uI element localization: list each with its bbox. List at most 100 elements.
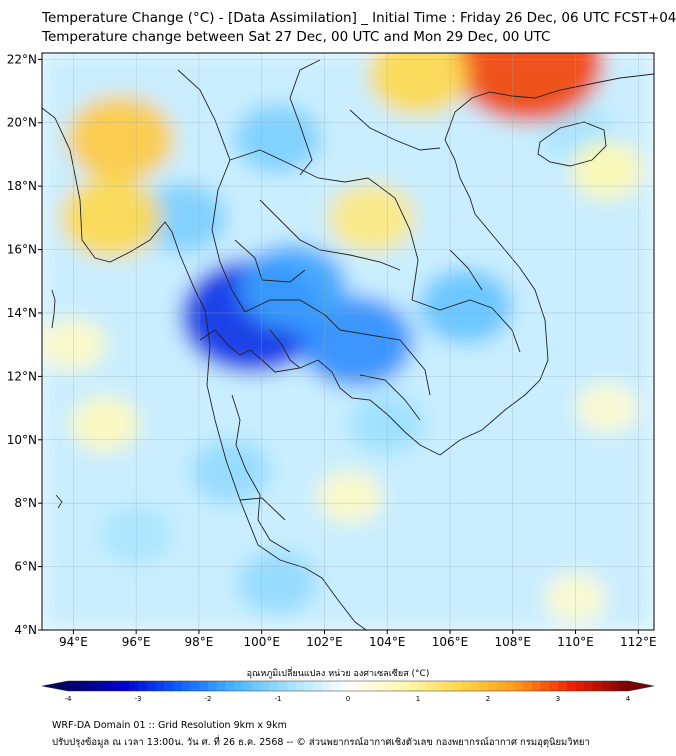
colorbar-segment	[383, 681, 393, 691]
y-tick-label: 10°N	[7, 433, 37, 447]
field-cell	[368, 53, 470, 116]
colorbar-segment	[409, 681, 419, 691]
colorbar-segment	[339, 681, 349, 691]
x-tick-label: 94°E	[59, 635, 88, 649]
colorbar-tick-label: -2	[205, 695, 212, 703]
colorbar-segment	[575, 681, 585, 691]
colorbar-segment	[216, 681, 226, 691]
footer-model-info: WRF-DA Domain 01 :: Grid Resolution 9km …	[52, 720, 287, 731]
colorbar-segment	[488, 681, 498, 691]
colorbar-segment	[321, 681, 331, 691]
colorbar-segment	[479, 681, 489, 691]
field-cell	[328, 183, 416, 253]
field-cell	[453, 53, 604, 123]
field-cell	[239, 244, 348, 331]
colorbar-segment	[146, 681, 156, 691]
colorbar-tick-label: 4	[626, 695, 631, 703]
colorbar-segment	[164, 681, 174, 691]
x-tick-label: 104°E	[369, 635, 406, 649]
field-cell	[316, 470, 383, 524]
y-tick-label: 22°N	[7, 52, 37, 66]
colorbar-segment	[566, 681, 576, 691]
x-tick-label: 112°E	[620, 635, 657, 649]
colorbar-segment	[120, 681, 130, 691]
colorbar-tick-label: -1	[275, 695, 282, 703]
colorbar-segment	[295, 681, 305, 691]
colorbar-segment	[461, 681, 471, 691]
colorbar-tick-label: -4	[65, 695, 73, 703]
colorbar-segment	[313, 681, 323, 691]
y-tick-label: 6°N	[14, 560, 37, 574]
x-axis-ticks: 94°E 96°E 98°E 100°E 102°E 104°E 106°E 108°E 110…	[59, 630, 657, 649]
colorbar-segment	[190, 681, 200, 691]
y-tick-label: 12°N	[7, 369, 37, 383]
colorbar-segment	[260, 681, 270, 691]
colorbar-segment	[304, 681, 314, 691]
colorbar-segment	[558, 681, 568, 691]
field-cell	[60, 177, 162, 259]
y-tick-label: 16°N	[7, 243, 37, 257]
field-cell	[237, 550, 318, 615]
colorbar-segment	[426, 681, 436, 691]
colorbar-segment	[68, 681, 78, 691]
y-tick-label: 8°N	[14, 496, 37, 510]
field-cell	[70, 396, 140, 452]
colorbar-segment	[234, 681, 244, 691]
colorbar-segment	[514, 681, 524, 691]
colorbar-tick-label: 0	[346, 695, 350, 703]
colorbar-segment	[286, 681, 296, 691]
colorbar-segment	[549, 681, 559, 691]
colorbar-segment	[435, 681, 445, 691]
colorbar-tick-label: 3	[556, 695, 560, 703]
colorbar-segment	[181, 681, 191, 691]
colorbar-segment	[138, 681, 148, 691]
chart-subtitle: Temperature change between Sat 27 Dec, 0…	[42, 29, 551, 45]
x-tick-label: 98°E	[184, 635, 213, 649]
y-tick-label: 18°N	[7, 179, 37, 193]
colorbar-segment	[155, 681, 165, 691]
colorbar-segment	[496, 681, 506, 691]
colorbar-segment	[601, 681, 611, 691]
colorbar-segment	[619, 681, 629, 691]
colorbar-segment	[76, 681, 86, 691]
field-cell	[139, 183, 227, 253]
chart-title: Temperature Change (°C) - [Data Assimila…	[42, 10, 676, 26]
colorbar-segment	[400, 681, 410, 691]
colorbar-segment	[251, 681, 261, 691]
field-cell	[42, 318, 107, 372]
field-cell	[418, 269, 513, 345]
colorbar-segment	[103, 681, 113, 691]
colorbar-max-arrow	[628, 681, 654, 691]
colorbar-segment	[365, 681, 375, 691]
colorbar-segment	[269, 681, 279, 691]
colorbar-segment	[540, 681, 550, 691]
footer-credit: ปรับปรุงข้อมูล ณ เวลา 13:00น. วัน ศ. ที่…	[52, 737, 590, 748]
colorbar: -4 -3 -2 -1 0 1 2 3 4	[41, 680, 655, 703]
field-cell	[66, 95, 175, 182]
colorbar-segment	[94, 681, 104, 691]
colorbar-segment	[129, 681, 139, 691]
plot-frame	[41, 52, 655, 631]
colorbar-segment	[208, 681, 218, 691]
colorbar-tick-label: -3	[135, 695, 142, 703]
colorbar-tick-label: 2	[486, 695, 490, 703]
colorbar-segment	[330, 681, 340, 691]
colorbar-segment	[523, 681, 533, 691]
colorbar-segment	[278, 681, 288, 691]
colorbar-outline	[41, 680, 655, 692]
colorbar-segment	[444, 681, 454, 691]
colorbar-segment	[391, 681, 401, 691]
x-tick-label: 106°E	[432, 635, 469, 649]
colorbar-segment	[243, 681, 253, 691]
colorbar-tick-label: 1	[416, 695, 420, 703]
x-tick-label: 102°E	[306, 635, 343, 649]
colorbar-segment	[418, 681, 428, 691]
x-tick-label: 100°E	[243, 635, 280, 649]
field-cell	[575, 383, 639, 434]
colorbar-segment	[584, 681, 594, 691]
y-tick-label: 4°N	[14, 623, 37, 637]
y-tick-label: 14°N	[7, 306, 37, 320]
colorbar-segment	[505, 681, 515, 691]
x-tick-label: 110°E	[557, 635, 594, 649]
colorbar-segment	[453, 681, 463, 691]
